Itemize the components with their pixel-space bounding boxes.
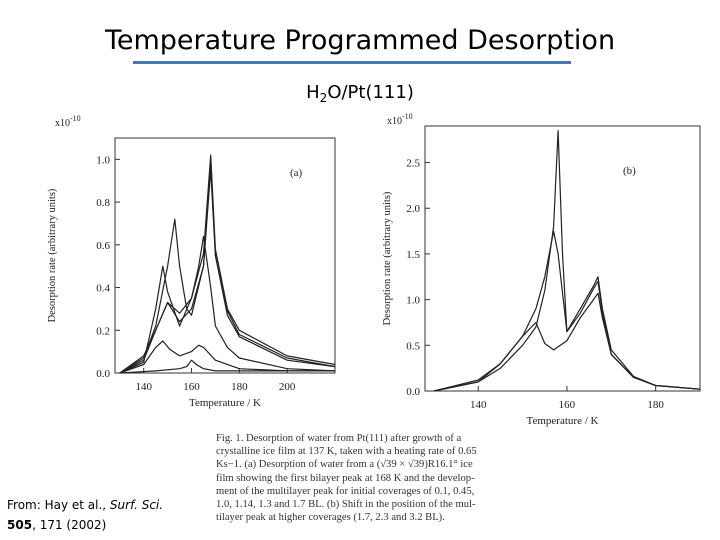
series-line — [119, 154, 336, 374]
y-tick-label: 0.6 — [96, 240, 110, 252]
caption-line: Fig. 1. Desorption of water from Pt(111)… — [216, 433, 462, 444]
series-line — [119, 359, 335, 374]
y-tick-label: 0.0 — [406, 386, 420, 398]
citation-rest: , 171 (2002) — [32, 518, 107, 532]
slide-subtitle: H2O/Pt(111) — [0, 82, 720, 105]
y-tick-label: 0.8 — [96, 197, 110, 209]
y-axis-label: Desorption rate (arbitrary units) — [382, 191, 393, 325]
x-tick-label: 140 — [135, 381, 152, 393]
subtitle-h: H — [306, 82, 320, 103]
caption-line: ment of the multilayer peak for initial … — [216, 485, 475, 497]
x-tick-label: 160 — [559, 399, 576, 411]
x-axis-label: Temperature / K — [527, 415, 599, 427]
figure-caption: Fig. 1. Desorption of water from Pt(111)… — [216, 432, 534, 524]
caption-line: 1.0, 1.14, 1.3 and 1.7 BL. (b) Shift in … — [216, 499, 476, 511]
scale-exponent: -10 — [402, 112, 413, 121]
series-line — [433, 130, 701, 392]
caption-line: film showing the first bilayer peak at 1… — [216, 472, 475, 484]
slide-title: Temperature Programmed Desorption — [104, 25, 616, 56]
citation-prefix: From: Hay et al., — [7, 498, 110, 512]
series-line — [119, 235, 336, 374]
series-line — [433, 292, 701, 392]
citation-line-1: From: Hay et al., Surf. Sci. — [7, 495, 207, 515]
series-line — [119, 158, 336, 374]
scale-factor-label: x10-10 — [55, 114, 81, 129]
plot-frame — [114, 137, 336, 374]
y-tick-label: 0.2 — [96, 325, 110, 337]
panel-label: (b) — [623, 165, 636, 177]
tpd-chart-b: 0.0 0.5 1.0 1.5 2.0 2.5 140 160 180 Temperature /… — [382, 112, 701, 427]
x-tick-label: 180 — [231, 381, 248, 393]
y-tick-label: 0.4 — [96, 283, 110, 295]
x-axis-label: Temperature / K — [189, 397, 261, 409]
citation: From: Hay et al., Surf. Sci. 505, 171 (2… — [7, 495, 207, 535]
scale-exponent: -10 — [70, 114, 81, 123]
x-tick-label: 160 — [183, 381, 200, 393]
series-line — [433, 230, 701, 392]
x-tick-label: 200 — [279, 381, 296, 393]
subtitle-rest: O/Pt(111) — [327, 82, 414, 103]
title-underline — [133, 61, 571, 64]
caption-line: crystalline ice film at 137 K, taken wit… — [216, 446, 477, 458]
scale-factor-label: x10-10 — [387, 112, 413, 127]
caption-line: Ks−1. (a) Desorption of water from a (√3… — [216, 459, 473, 471]
y-tick-label: 1.5 — [406, 249, 420, 261]
x-tick-label: 140 — [470, 399, 487, 411]
y-axis-label: Desorption rate (arbitrary units) — [47, 188, 58, 322]
series-line — [119, 169, 336, 374]
panel-label: (a) — [290, 167, 303, 179]
x-tick-label: 180 — [647, 399, 664, 411]
citation-volume: 505 — [7, 518, 33, 532]
subtitle-subscript: 2 — [319, 91, 328, 105]
y-tick-label: 0.0 — [96, 368, 110, 380]
y-tick-label: 2.5 — [406, 158, 420, 170]
citation-line-2: 505, 171 (2002) — [7, 515, 207, 535]
y-tick-label: 2.0 — [406, 203, 420, 215]
series-line — [119, 340, 335, 374]
citation-journal: Surf. Sci. — [109, 498, 164, 512]
y-tick-label: 0.5 — [406, 340, 420, 352]
y-tick-label: 1.0 — [96, 154, 110, 166]
caption-line: tilayer peak at higher coverages (1.7, 2… — [216, 512, 445, 524]
plot-frame — [424, 125, 701, 392]
tpd-chart-a: 0.0 0.2 0.4 0.6 0.8 1.0 140 160 180 200 Temperatur… — [47, 114, 336, 409]
y-tick-label: 1.0 — [406, 295, 420, 307]
